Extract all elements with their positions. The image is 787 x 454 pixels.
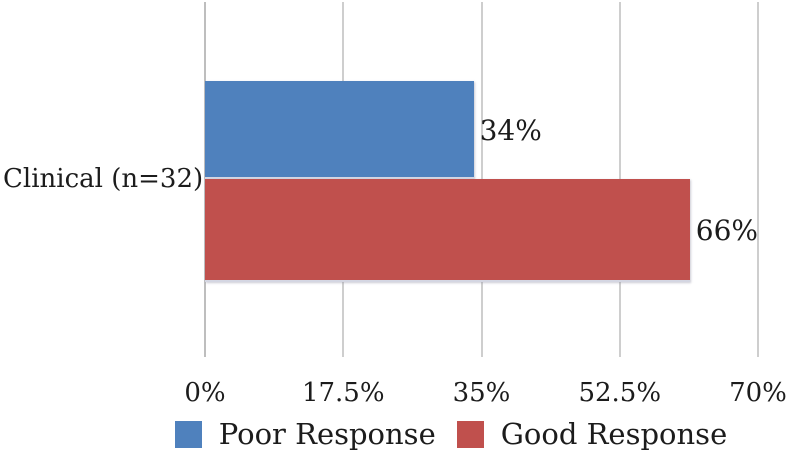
x-axis-tick-label: 17.5% (301, 378, 385, 408)
plot-area: 34% 66% (204, 2, 759, 357)
legend-item-poor-response: Poor Response (174, 417, 436, 451)
bar-row-good-response: 66% (205, 179, 758, 282)
bar-value-label-poor-response: 34% (479, 113, 542, 147)
legend-swatch-good-response (456, 420, 484, 448)
legend: Poor Response Good Response (168, 417, 734, 451)
gridline (757, 2, 759, 357)
x-axis-tick-label: 70% (729, 378, 787, 408)
x-axis-tick-label: 0% (184, 378, 226, 408)
y-axis-category-label: Clinical (n=32) (3, 164, 204, 194)
bar-row-poor-response: 34% (205, 81, 758, 179)
bar-poor-response (205, 81, 474, 179)
x-axis-tick-labels: 0% 17.5% 35% 52.5% 70% (184, 378, 787, 410)
legend-item-good-response: Good Response (456, 417, 728, 451)
legend-label-good-response: Good Response (500, 417, 728, 451)
legend-label-poor-response: Poor Response (218, 417, 436, 451)
bar-good-response (205, 179, 690, 282)
bar-value-label-good-response: 66% (695, 214, 758, 247)
x-axis-tick-label: 52.5% (578, 378, 662, 408)
legend-swatch-poor-response (174, 420, 202, 448)
x-axis-tick-label: 35% (452, 378, 511, 408)
